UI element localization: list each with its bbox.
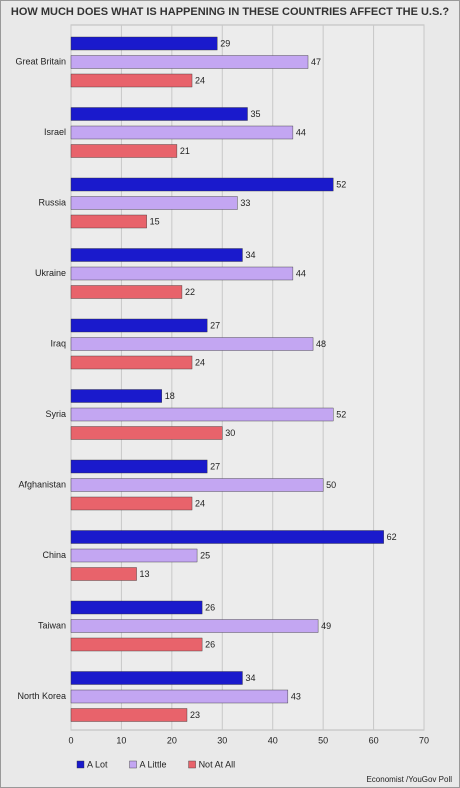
bar	[70, 125, 294, 140]
bar	[70, 478, 324, 492]
value-label: 34	[245, 250, 255, 260]
legend-label: A Little	[140, 759, 167, 769]
value-label: 62	[387, 532, 397, 542]
value-label: 21	[180, 146, 190, 156]
bar	[70, 107, 248, 121]
value-label: 25	[200, 550, 210, 560]
y-tick-label: Israel	[44, 127, 66, 137]
value-label: 15	[150, 216, 160, 226]
x-tick-label: 60	[369, 735, 379, 745]
y-tick-label: Iraq	[50, 338, 66, 348]
x-tick-label: 70	[419, 735, 429, 745]
value-label: 50	[326, 480, 336, 490]
value-label: 13	[140, 569, 150, 579]
bar	[70, 144, 178, 158]
bar	[70, 248, 243, 262]
bar	[70, 548, 198, 563]
x-tick-label: 0	[68, 735, 73, 745]
y-tick-label: China	[42, 550, 66, 560]
x-tick-label: 10	[116, 735, 126, 745]
value-label: 49	[321, 621, 331, 631]
legend-label: A Lot	[87, 759, 108, 769]
source: Economist /YouGov Poll	[366, 775, 452, 784]
y-tick-label: Russia	[38, 197, 66, 207]
bar	[70, 36, 218, 51]
bar	[70, 426, 223, 440]
bar	[70, 496, 193, 511]
bar	[70, 266, 294, 281]
bar	[70, 637, 203, 652]
bar	[70, 671, 243, 685]
y-tick-label: Great Britain	[15, 56, 66, 66]
value-label: 35	[251, 109, 261, 119]
bar	[70, 55, 309, 69]
value-label: 27	[210, 461, 220, 471]
value-label: 24	[195, 498, 205, 508]
bar	[70, 567, 137, 581]
y-tick-label: Taiwan	[38, 620, 66, 630]
bar	[70, 530, 384, 544]
bar	[70, 337, 314, 351]
value-label: 48	[316, 339, 326, 349]
bar	[70, 708, 188, 722]
x-tick-label: 20	[167, 735, 177, 745]
bar	[70, 407, 334, 422]
legend-swatch	[129, 760, 137, 769]
bar	[70, 389, 162, 403]
value-label: 29	[220, 38, 230, 48]
value-label: 43	[291, 691, 301, 701]
bar	[70, 318, 208, 333]
y-tick-label: Afghanistan	[18, 479, 66, 489]
value-label: 52	[336, 409, 346, 419]
bar	[70, 619, 319, 633]
value-label: 47	[311, 57, 321, 67]
bar	[70, 73, 193, 88]
bar	[70, 214, 147, 229]
value-label: 24	[195, 75, 205, 85]
y-tick-label: North Korea	[17, 691, 66, 701]
y-tick-label: Ukraine	[35, 268, 66, 278]
value-label: 18	[165, 391, 175, 401]
x-tick-label: 50	[318, 735, 328, 745]
value-label: 30	[225, 428, 235, 438]
value-label: 44	[296, 268, 306, 278]
y-tick-label: Syria	[45, 409, 66, 419]
legend-swatch	[76, 760, 85, 769]
chart-title: HOW MUCH DOES WHAT IS HAPPENING IN THESE…	[11, 6, 449, 18]
bar	[70, 689, 289, 704]
x-tick-label: 30	[217, 735, 227, 745]
bar	[70, 600, 203, 615]
bar	[70, 196, 238, 210]
value-label: 24	[195, 357, 205, 367]
bar	[70, 177, 334, 192]
legend-swatch	[188, 760, 196, 769]
value-label: 26	[205, 639, 215, 649]
value-label: 44	[296, 127, 306, 137]
value-label: 34	[245, 673, 255, 683]
bar	[70, 459, 208, 474]
bar	[70, 355, 193, 370]
value-label: 33	[240, 198, 250, 208]
legend-label: Not At All	[199, 759, 236, 769]
value-label: 23	[190, 710, 200, 720]
value-label: 26	[205, 602, 215, 612]
value-label: 27	[210, 320, 220, 330]
value-label: 52	[336, 179, 346, 189]
bar	[70, 285, 183, 299]
value-label: 22	[185, 287, 195, 297]
x-tick-label: 40	[268, 735, 278, 745]
